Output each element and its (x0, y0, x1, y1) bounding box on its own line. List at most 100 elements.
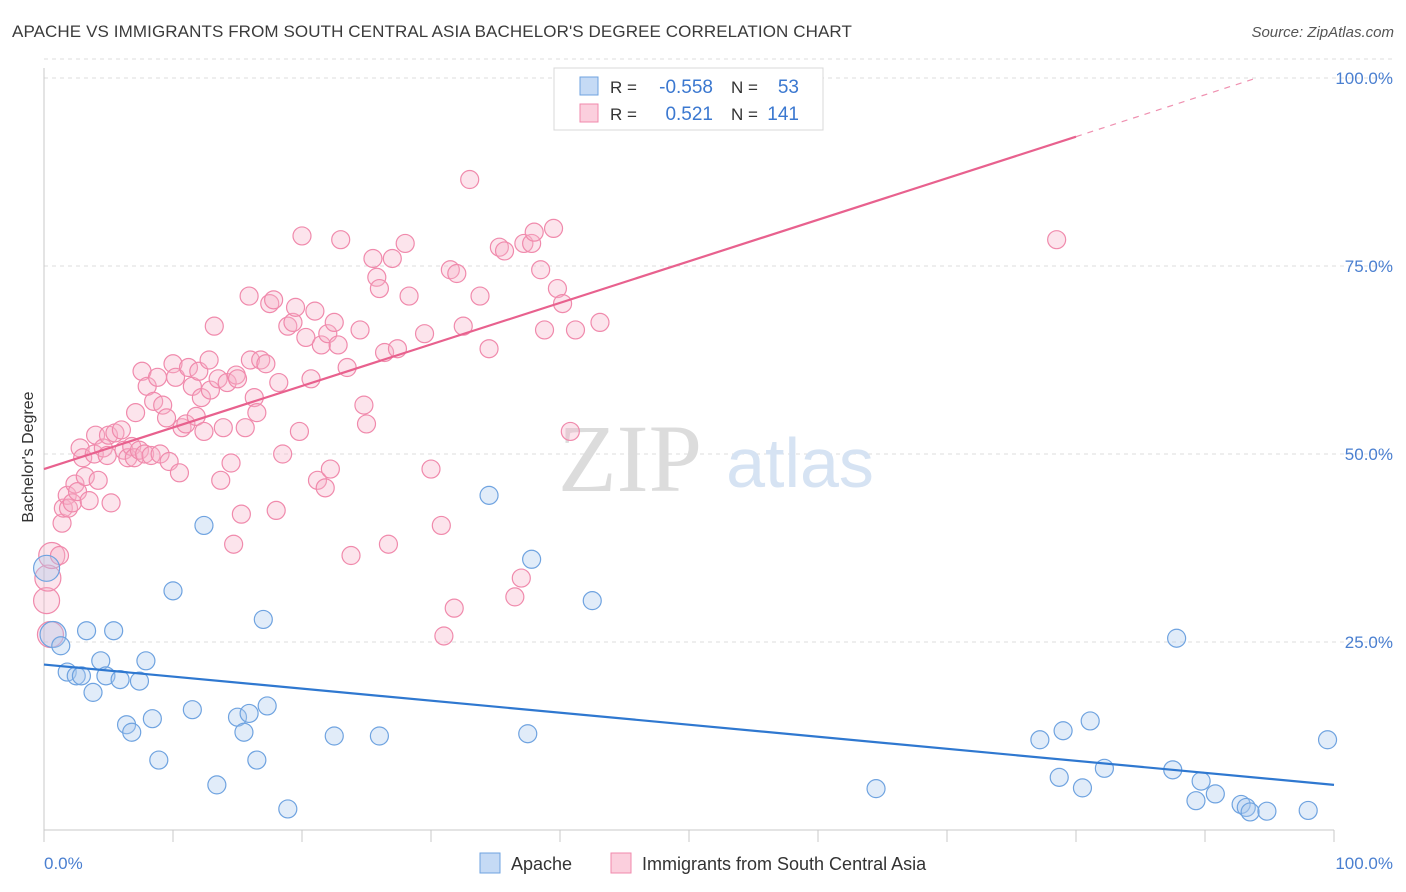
immigrants-point-6 (53, 498, 73, 518)
watermark-atlas: atlas (726, 424, 874, 502)
legend-label-immigrants[interactable]: Immigrants from South Central Asia (642, 854, 927, 874)
immigrants-point-112 (447, 263, 467, 284)
apache-point-15 (142, 709, 162, 729)
apache-point-42 (1167, 628, 1187, 648)
immigrants-point-125 (534, 320, 555, 340)
y-tick-label-2: 75.0% (1345, 257, 1393, 276)
apache-point-16 (149, 750, 169, 770)
apache-point-22 (234, 722, 254, 742)
immigrants-point-82 (301, 369, 321, 389)
immigrants-point-127 (547, 278, 568, 299)
stats-r-label-apache: R = (610, 78, 637, 97)
immigrants-point-115 (470, 286, 490, 306)
immigrants-point-22 (101, 493, 121, 513)
immigrants-point-13 (73, 448, 93, 468)
immigrants-point-15 (79, 491, 99, 511)
immigrants-point-73 (266, 500, 286, 520)
stats-legend: R = -0.558 N = 53 R = 0.521 N = 141 (553, 67, 824, 131)
immigrants-point-52 (199, 350, 219, 370)
immigrants-point-54 (204, 316, 224, 336)
immigrants-point-70 (256, 354, 276, 374)
apache-point-0 (39, 620, 67, 649)
immigrants-point-81 (296, 327, 316, 348)
stats-r-value-immigrants: 0.521 (665, 104, 713, 125)
immigrants-point-1 (34, 564, 62, 592)
immigrants-points (32, 169, 1067, 649)
stats-r-value-apache: -0.558 (659, 77, 713, 98)
apache-point-18 (182, 700, 202, 720)
apache-point-44 (1191, 771, 1211, 791)
immigrants-point-76 (278, 316, 298, 336)
apache-point-9 (104, 621, 124, 641)
y-tick-labels: 25.0% 50.0% 75.0% 100.0% (1335, 69, 1393, 652)
immigrants-point-114 (460, 169, 480, 190)
immigrants-point-74 (269, 372, 289, 393)
immigrants-point-99 (369, 278, 389, 299)
immigrants-point-72 (264, 290, 284, 310)
apache-point-25 (253, 609, 273, 630)
apache-point-51 (1317, 730, 1338, 750)
apache-trend-line (43, 663, 1335, 786)
immigrants-point-60 (224, 534, 244, 554)
immigrants-point-68 (247, 403, 267, 423)
apache-point-19 (194, 515, 214, 536)
apache-point-13 (129, 671, 150, 691)
immigrants-point-36 (147, 367, 168, 387)
apache-point-23 (239, 703, 259, 724)
apache-point-4 (71, 666, 92, 686)
immigrants-point-109 (434, 626, 454, 646)
immigrants-point-122 (522, 233, 542, 254)
immigrants-point-89 (324, 312, 344, 332)
immigrants-point-51 (194, 421, 214, 442)
x-tick-label-max: 100.0% (1335, 854, 1393, 873)
apache-point-6 (83, 682, 103, 702)
immigrants-trend-extension (1075, 77, 1257, 138)
apache-point-20 (207, 775, 227, 795)
legend-swatch-apache[interactable] (479, 852, 501, 874)
immigrants-point-104 (395, 233, 415, 254)
immigrants-point-77 (283, 312, 303, 332)
immigrants-point-65 (239, 286, 259, 306)
stats-legend-frame (553, 67, 824, 131)
immigrants-point-53 (200, 380, 221, 400)
immigrants-point-38 (153, 395, 173, 415)
immigrants-point-42 (165, 367, 186, 387)
immigrants-point-102 (382, 248, 402, 269)
trend-lines (43, 77, 1335, 786)
apache-point-17 (163, 581, 183, 601)
immigrants-point-119 (505, 587, 525, 607)
immigrants-point-63 (231, 504, 251, 524)
immigrants-point-32 (135, 444, 155, 464)
immigrants-point-126 (543, 218, 564, 238)
apache-point-32 (522, 549, 542, 569)
y-tick-label-1: 50.0% (1345, 445, 1393, 464)
immigrants-point-64 (235, 418, 255, 438)
apache-point-24 (247, 750, 267, 770)
apache-point-34 (866, 779, 886, 799)
immigrants-point-130 (565, 320, 586, 340)
immigrants-point-0 (32, 587, 61, 615)
legend-swatch-immigrants[interactable] (610, 852, 632, 874)
immigrants-point-96 (356, 414, 377, 434)
apache-point-27 (278, 799, 298, 819)
immigrants-point-18 (88, 470, 108, 490)
immigrants-point-75 (273, 444, 293, 464)
y-tick-label-3: 100.0% (1335, 69, 1393, 88)
apache-point-26 (257, 696, 277, 716)
grid (44, 58, 1393, 643)
immigrants-point-105 (399, 286, 419, 306)
immigrants-point-10 (65, 474, 85, 494)
immigrants-point-78 (285, 297, 306, 317)
immigrants-point-83 (305, 301, 325, 321)
immigrants-point-132 (1047, 230, 1067, 250)
immigrants-point-128 (552, 294, 573, 314)
legend-label-apache[interactable]: Apache (511, 854, 572, 874)
apache-point-12 (122, 722, 142, 742)
immigrants-point-120 (511, 568, 531, 588)
immigrants-point-86 (315, 478, 335, 498)
apache-point-33 (582, 591, 602, 611)
watermark: ZIP atlas (558, 405, 874, 512)
immigrants-point-29 (125, 403, 146, 423)
apache-points (32, 485, 1338, 822)
